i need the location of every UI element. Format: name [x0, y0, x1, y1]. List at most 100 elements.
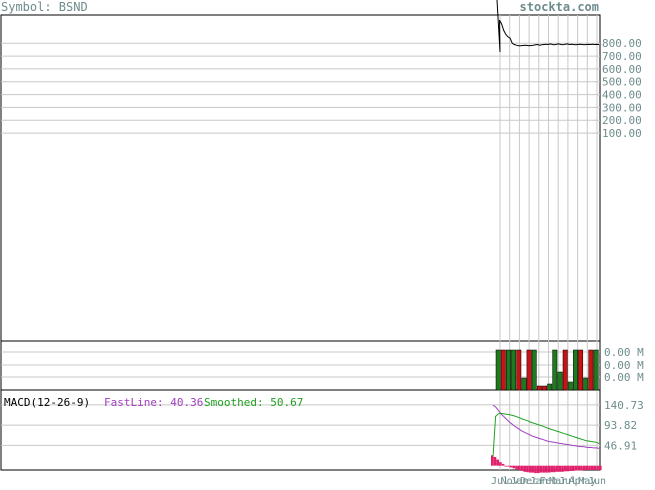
- date-label: Dec: [520, 476, 538, 486]
- macd-histogram-bar: [515, 465, 518, 470]
- macd-histogram-bar: [572, 465, 575, 471]
- macd-histogram-bar: [599, 465, 602, 470]
- volume-axis-labels: 0.00 M0.00 M0.00 M: [604, 346, 644, 384]
- macd-fastline-legend: FastLine: 40.36: [104, 396, 203, 409]
- volume-bar: [557, 371, 563, 391]
- volume-bar: [573, 349, 578, 391]
- date-label: Feb: [539, 476, 557, 486]
- macd-histogram-bar: [590, 465, 594, 470]
- volume-bar: [588, 349, 594, 391]
- brand-label: stockta.com: [520, 0, 599, 14]
- volume-bar: [547, 383, 553, 391]
- macd-histogram-bar: [536, 465, 540, 474]
- volume-tick-label: 0.00 M: [604, 371, 644, 384]
- macd-histogram-bar: [550, 465, 553, 473]
- macd-histogram-bar: [523, 465, 526, 472]
- price-tick-label: 200.00: [602, 114, 642, 127]
- macd-title: MACD(12-26-9): [4, 396, 90, 409]
- macd-histogram-bar: [577, 465, 580, 471]
- price-tick-label: 700.00: [602, 50, 642, 63]
- macd-histogram-bar: [539, 465, 543, 473]
- macd-histogram-bar: [526, 465, 529, 473]
- date-label: Nov: [501, 476, 519, 486]
- macd-histogram-bar: [582, 465, 586, 470]
- macd-histogram-bar: [504, 465, 508, 467]
- symbol-label: Symbol: BSND: [1, 0, 88, 14]
- macd-histogram-bar: [545, 465, 548, 473]
- macd-series: [491, 404, 602, 474]
- volume-bar: [542, 385, 548, 391]
- volume-bar: [511, 349, 517, 391]
- macd-fastline: [492, 404, 600, 449]
- date-label: May: [578, 476, 596, 486]
- macd-histogram-bar: [580, 465, 583, 471]
- macd-histogram-bar: [491, 455, 494, 466]
- price-tick-label: 600.00: [602, 63, 642, 76]
- macd-tick-label: 46.91: [604, 439, 637, 452]
- volume-bars: [495, 349, 599, 391]
- macd-histogram-bar: [499, 462, 502, 466]
- volume-bar: [500, 349, 506, 391]
- macd-tick-label: 93.82: [604, 419, 637, 432]
- volume-tick-label: 0.00 M: [604, 346, 644, 359]
- macd-histogram-bar: [569, 465, 572, 471]
- macd-histogram-bar: [509, 465, 513, 468]
- macd-histogram-bar: [561, 465, 564, 472]
- price-axis-labels: 800.00700.00600.00500.00400.00300.00200.…: [602, 37, 642, 140]
- price-tick-label: 800.00: [602, 37, 642, 50]
- date-label: Jul: [559, 476, 577, 486]
- date-label: Jul: [491, 476, 509, 486]
- macd-histogram-bar: [593, 465, 597, 470]
- volume-bar: [526, 349, 532, 391]
- volume-bar: [578, 349, 584, 391]
- macd-histogram-bar: [534, 465, 537, 474]
- volume-bar: [593, 349, 599, 391]
- volume-bar: [567, 381, 573, 391]
- macd-histogram-bar: [555, 465, 559, 472]
- macd-histogram-bar: [547, 465, 551, 473]
- price-series: [496, 0, 600, 53]
- macd-histogram-bar: [520, 465, 524, 471]
- date-label: Jun: [588, 476, 606, 486]
- date-label: Apr: [569, 476, 587, 486]
- macd-histogram-bar: [553, 465, 556, 473]
- macd-histogram-bar: [501, 463, 505, 466]
- volume-bar: [552, 349, 558, 391]
- macd-histogram-bar: [512, 465, 516, 469]
- macd-histogram-bar: [596, 465, 599, 470]
- price-line: [496, 0, 600, 53]
- macd-smoothed-legend: Smoothed: 50.67: [204, 396, 303, 409]
- macd-axis-labels: 140.73 93.82 46.91: [604, 399, 644, 453]
- volume-bar: [583, 377, 589, 391]
- price-tick-label: 500.00: [602, 76, 642, 89]
- macd-histogram-bar: [563, 465, 567, 472]
- macd-histogram-bar: [528, 465, 532, 473]
- macd-histogram-bar: [542, 465, 545, 473]
- date-label: Mar: [549, 476, 567, 486]
- macd-histogram-bar: [585, 465, 589, 470]
- volume-bar: [495, 349, 501, 391]
- date-label: Jan: [530, 476, 548, 486]
- volume-bar: [536, 385, 542, 391]
- macd-tick-label: 140.73: [604, 399, 644, 412]
- macd-histogram-bar: [531, 465, 535, 473]
- volume-bar: [562, 349, 568, 391]
- macd-smoothed-line: [492, 412, 600, 458]
- macd-histogram-bar: [493, 457, 497, 466]
- macd-histogram-bar: [588, 465, 591, 470]
- macd-histogram-bar: [496, 459, 499, 466]
- volume-bar: [516, 349, 522, 391]
- macd-histogram-bar: [507, 465, 510, 467]
- date-gridlines: [499, 15, 598, 470]
- macd-histogram-bar: [518, 465, 521, 470]
- price-tick-label: 400.00: [602, 89, 642, 102]
- price-tick-label: 100.00: [602, 127, 642, 140]
- price-tick-label: 300.00: [602, 101, 642, 114]
- volume-tick-label: 0.00 M: [604, 359, 644, 372]
- volume-bar: [506, 349, 511, 391]
- volume-bar: [521, 377, 527, 391]
- date-label: Jan: [510, 476, 528, 486]
